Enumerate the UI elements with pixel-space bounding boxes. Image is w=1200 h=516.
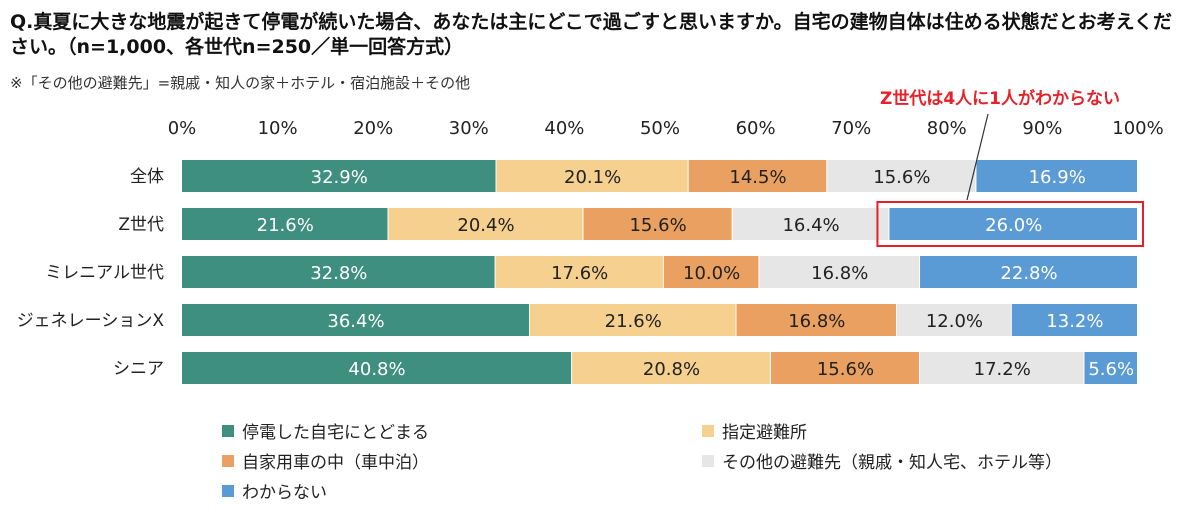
category-label: ミレニアル世代 xyxy=(45,263,164,283)
bar-segment xyxy=(182,160,496,192)
footnote: ※「その他の避難先」=親戚・知人の家＋ホテル・宿泊施設＋その他 xyxy=(10,74,471,92)
x-tick-label: 0% xyxy=(168,118,197,139)
bar-segment xyxy=(688,160,827,192)
legend-label: その他の避難先（親戚・知人宅、ホテル等） xyxy=(722,453,1062,473)
category-label: ジェネレーションX xyxy=(17,311,165,331)
legend-swatch xyxy=(222,424,234,437)
legend-item: わからない xyxy=(222,478,327,503)
data-label: 17.2% xyxy=(974,359,1031,380)
bar-segment xyxy=(889,208,1137,240)
data-label: 26.0% xyxy=(985,215,1042,236)
x-tick-label: 10% xyxy=(258,118,298,139)
legend-label: 停電した自宅にとどまる xyxy=(242,423,429,443)
category-label: Z世代 xyxy=(118,215,164,235)
data-label: 5.6% xyxy=(1088,359,1134,380)
bar-segment xyxy=(182,256,495,288)
data-label: 17.6% xyxy=(551,263,608,284)
data-label: 20.8% xyxy=(643,359,700,380)
category-label: シニア xyxy=(113,359,164,379)
data-label: 12.0% xyxy=(926,311,983,332)
bar-segment xyxy=(496,160,688,192)
legend-label: 指定避難所 xyxy=(722,423,807,443)
bar-segment xyxy=(182,208,388,240)
bar-segment xyxy=(759,256,920,288)
bar-segment xyxy=(827,160,976,192)
legend-item: 指定避難所 xyxy=(702,418,807,443)
data-label: 10.0% xyxy=(683,263,740,284)
legend-item: その他の避難先（親戚・知人宅、ホテル等） xyxy=(702,448,1062,473)
x-tick-label: 80% xyxy=(927,118,967,139)
data-label: 15.6% xyxy=(873,167,930,188)
callout-pointer xyxy=(966,113,989,201)
legend-swatch xyxy=(702,424,714,437)
highlight-callout: Z世代は4人に1人がわからない xyxy=(880,89,1120,109)
bar-segment xyxy=(583,208,732,240)
category-label: 全体 xyxy=(130,167,164,187)
data-label: 16.9% xyxy=(1029,167,1086,188)
data-label: 16.8% xyxy=(811,263,868,284)
data-label: 32.8% xyxy=(310,263,367,284)
bar-segment xyxy=(495,256,663,288)
data-label: 21.6% xyxy=(605,311,662,332)
data-label: 22.8% xyxy=(1000,263,1057,284)
x-tick-label: 90% xyxy=(1022,118,1062,139)
data-label: 20.4% xyxy=(457,215,514,236)
bar-segment xyxy=(182,352,572,384)
data-label: 15.6% xyxy=(817,359,874,380)
legend-label: わからない xyxy=(242,483,327,503)
x-tick-label: 60% xyxy=(736,118,776,139)
data-label: 32.9% xyxy=(311,167,368,188)
bar-segment xyxy=(897,304,1011,336)
data-label: 16.4% xyxy=(782,215,839,236)
data-label: 21.6% xyxy=(257,215,314,236)
bar-segment xyxy=(770,352,920,384)
bar-segment xyxy=(736,304,897,336)
data-label: 16.8% xyxy=(788,311,845,332)
highlight-box xyxy=(876,201,1144,247)
legend-swatch xyxy=(702,454,714,467)
bar-segment xyxy=(976,160,1137,192)
bar-segment xyxy=(920,352,1084,384)
question-title: Q.真夏に大きな地震が起きて停電が続いた場合、あなたは主にどこで過ごすと思います… xyxy=(10,11,1173,58)
data-label: 36.4% xyxy=(327,311,384,332)
legend-swatch xyxy=(222,484,234,497)
bar-segment xyxy=(388,208,583,240)
x-tick-label: 50% xyxy=(640,118,680,139)
bar-segment xyxy=(572,352,770,384)
data-label: 14.5% xyxy=(729,167,786,188)
x-tick-label: 70% xyxy=(831,118,871,139)
x-tick-label: 30% xyxy=(449,118,489,139)
bar-segment xyxy=(529,304,736,336)
legend-item: 停電した自宅にとどまる xyxy=(222,418,429,443)
x-tick-label: 100% xyxy=(1112,118,1163,139)
x-tick-label: 20% xyxy=(353,118,393,139)
bar-segment xyxy=(1011,304,1137,336)
data-label: 13.2% xyxy=(1046,311,1103,332)
bar-segment xyxy=(1084,352,1137,384)
legend-item: 自家用車の中（車中泊） xyxy=(222,448,429,473)
data-label: 15.6% xyxy=(629,215,686,236)
legend-swatch xyxy=(222,454,234,467)
bar-segment xyxy=(663,256,759,288)
data-label: 20.1% xyxy=(564,167,621,188)
data-label: 40.8% xyxy=(348,359,405,380)
bar-segment xyxy=(182,304,529,336)
bar-segment xyxy=(920,256,1137,288)
legend-label: 自家用車の中（車中泊） xyxy=(242,453,429,473)
x-tick-label: 40% xyxy=(544,118,584,139)
bar-segment xyxy=(732,208,889,240)
